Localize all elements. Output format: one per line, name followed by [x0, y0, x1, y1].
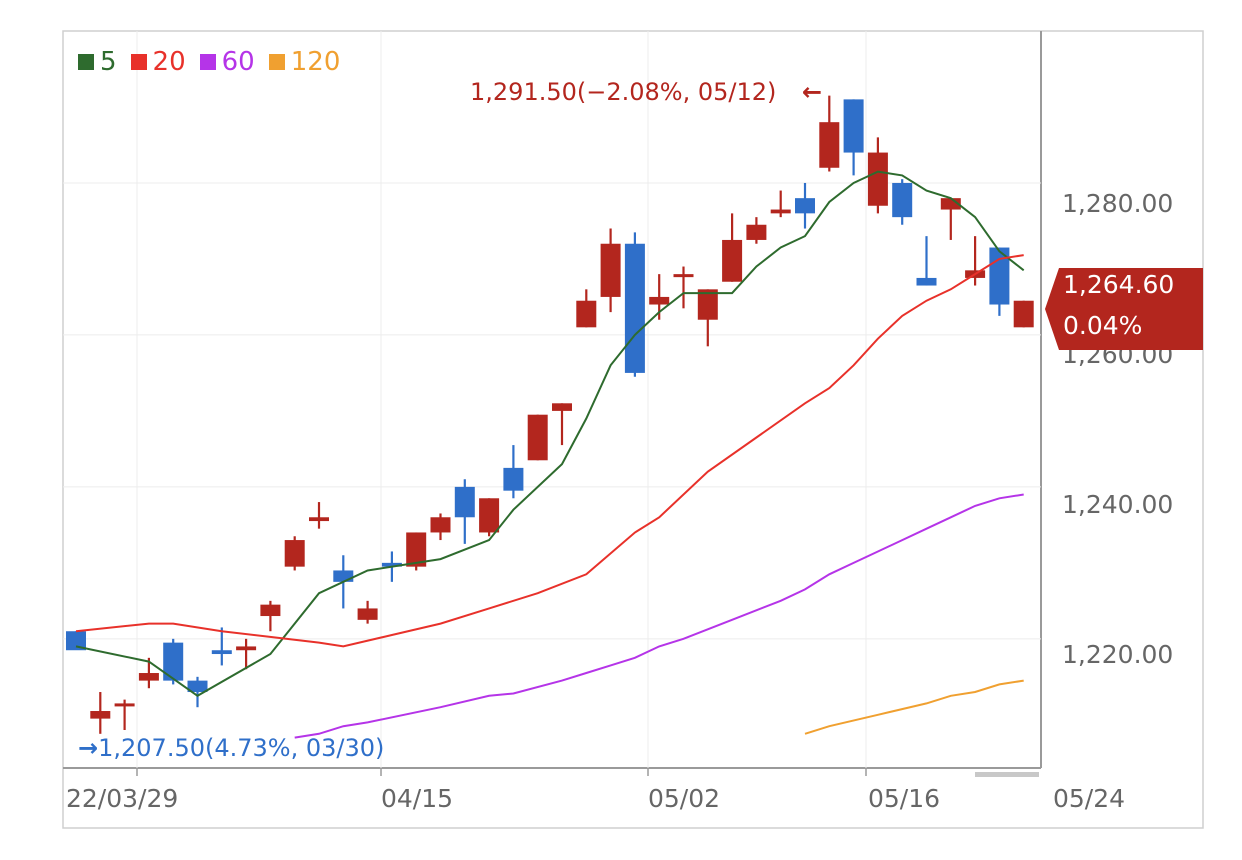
- candle-body: [1013, 300, 1034, 328]
- price-tag-shape: [1045, 268, 1203, 350]
- candle-body: [138, 673, 159, 681]
- right-arrow-icon: →: [78, 734, 99, 762]
- candle-body: [236, 646, 257, 651]
- low-annotation-text: 1,207.50(4.73%, 03/30): [98, 734, 385, 762]
- candle-body: [406, 532, 427, 567]
- ma-line-20: [75, 254, 1024, 648]
- legend-label-60: 60: [221, 47, 255, 77]
- x-tick-label: 05/16: [868, 784, 941, 813]
- candle-body: [527, 414, 548, 461]
- candle-body: [284, 540, 305, 567]
- current-price: 1,264.60: [1063, 270, 1175, 299]
- legend-item-60[interactable]: 60: [199, 44, 255, 80]
- legend-label-120: 120: [290, 47, 341, 77]
- candle-body: [381, 562, 402, 567]
- candle-body: [503, 467, 524, 491]
- ma-line-120: [804, 679, 1024, 735]
- legend-item-20[interactable]: 20: [130, 44, 186, 80]
- candle-body: [697, 289, 718, 320]
- candle-body: [843, 99, 864, 153]
- candle-body: [819, 122, 840, 168]
- candle-body: [552, 403, 572, 411]
- x-tick-label: 05/02: [648, 784, 721, 813]
- candle-body: [309, 517, 329, 522]
- y-tick-label: 1,280.00: [1062, 189, 1174, 218]
- left-arrow-icon: ←: [802, 78, 823, 106]
- candle-body: [333, 570, 354, 582]
- legend-item-120[interactable]: 120: [268, 44, 341, 80]
- current-price-tag: 1,264.60 0.04%: [1045, 268, 1203, 350]
- candle-body: [260, 604, 281, 617]
- candle-body: [649, 296, 670, 305]
- candle-body: [114, 703, 135, 707]
- x-tick-label: 22/03/29: [66, 784, 179, 813]
- candle-body: [940, 198, 961, 210]
- legend-swatch-20: [130, 54, 147, 70]
- candles: [66, 95, 1034, 734]
- legend-item-5[interactable]: 5: [78, 44, 117, 80]
- chart-frame: [62, 30, 1204, 829]
- candle-body: [746, 224, 767, 240]
- candle-body: [600, 243, 621, 297]
- candle-body: [916, 277, 937, 286]
- moving-averages: [75, 170, 1025, 739]
- grid: [63, 31, 1041, 776]
- candle-body: [90, 711, 111, 719]
- ma-line-60: [294, 493, 1024, 739]
- low-annotation: →1,207.50(4.73%, 03/30): [78, 734, 384, 762]
- legend-swatch-5: [78, 54, 94, 70]
- candle-body: [187, 680, 208, 693]
- candle-body: [357, 608, 378, 620]
- candle-body: [892, 182, 913, 218]
- x-tick-label: 04/15: [381, 784, 454, 813]
- candle-body: [430, 517, 451, 533]
- candle-body: [211, 650, 232, 655]
- scroll-handle[interactable]: [975, 772, 1039, 777]
- legend-swatch-60: [199, 54, 216, 70]
- current-change: 0.04%: [1063, 311, 1143, 340]
- y-tick-label: 1,240.00: [1062, 490, 1174, 519]
- candle-body: [479, 498, 500, 533]
- candle-body: [770, 209, 791, 214]
- high-annotation-text: 1,291.50(−2.08%, 05/12): [470, 78, 777, 106]
- legend-label-20: 20: [152, 47, 186, 77]
- candle-body: [867, 152, 888, 206]
- legend-label-5: 5: [100, 47, 117, 77]
- legend-swatch-120: [268, 54, 285, 70]
- high-annotation: 1,291.50(−2.08%, 05/12) ←: [470, 78, 822, 106]
- candle-body: [576, 300, 597, 328]
- candle-body: [795, 198, 815, 214]
- candle-body: [66, 631, 86, 651]
- candle-body: [624, 243, 645, 373]
- candle-body: [454, 486, 475, 518]
- candle-body: [673, 274, 694, 278]
- candle-body: [163, 642, 184, 681]
- ma-line-5: [75, 170, 1025, 697]
- x-tick-label: 05/24: [1053, 784, 1126, 813]
- candle-body: [722, 239, 743, 282]
- y-tick-label: 1,220.00: [1062, 640, 1174, 669]
- legend: 5 20 60 120: [78, 44, 340, 80]
